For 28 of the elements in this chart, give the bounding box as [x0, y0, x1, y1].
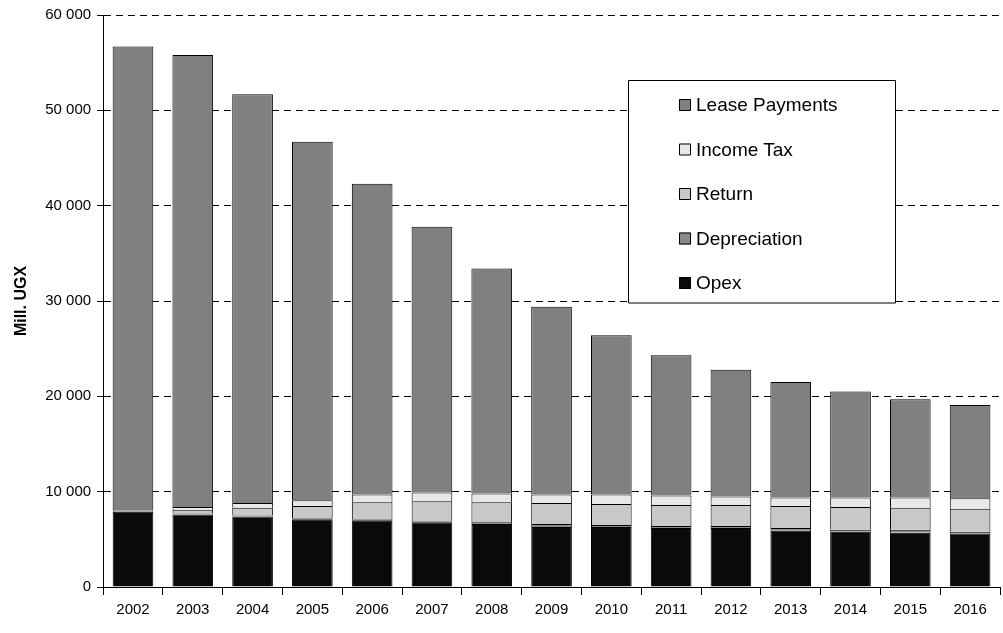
x-tick-label: 2011: [655, 600, 688, 618]
y-tick-label: 60 000: [45, 5, 92, 23]
x-tick-label: 2002: [116, 600, 150, 618]
legend-label: Opex: [696, 272, 742, 294]
y-tick-label: 20 000: [45, 386, 92, 404]
x-tick-label: 2016: [953, 600, 987, 618]
x-tick-label: 2015: [893, 600, 927, 618]
legend-label: Lease Payments: [696, 94, 838, 116]
x-tick-label: 2009: [534, 600, 569, 618]
x-tick-label: 2003: [176, 600, 210, 618]
legend-label: Return: [696, 183, 754, 205]
x-tick-label: 2014: [833, 600, 868, 618]
y-axis-title: Mill. UGX: [12, 265, 30, 337]
x-tick-label: 2010: [594, 600, 629, 618]
x-tick-label: 2004: [235, 600, 270, 618]
x-tick-label: 2006: [355, 600, 389, 618]
y-tick-label: 0: [82, 577, 92, 595]
x-tick-label: 2005: [295, 600, 330, 618]
y-tick-label: 40 000: [45, 195, 92, 213]
legend-label: Depreciation: [696, 227, 803, 249]
y-tick-label: 50 000: [45, 100, 92, 118]
y-tick-label: 10 000: [45, 481, 92, 499]
y-tick-label: 30 000: [45, 291, 92, 309]
x-tick-label: 2007: [415, 600, 449, 618]
x-tick-label: 2013: [774, 600, 808, 618]
x-tick-label: 2008: [475, 600, 509, 618]
x-tick-label: 2012: [714, 600, 748, 618]
legend-label: Income Tax: [696, 138, 794, 160]
